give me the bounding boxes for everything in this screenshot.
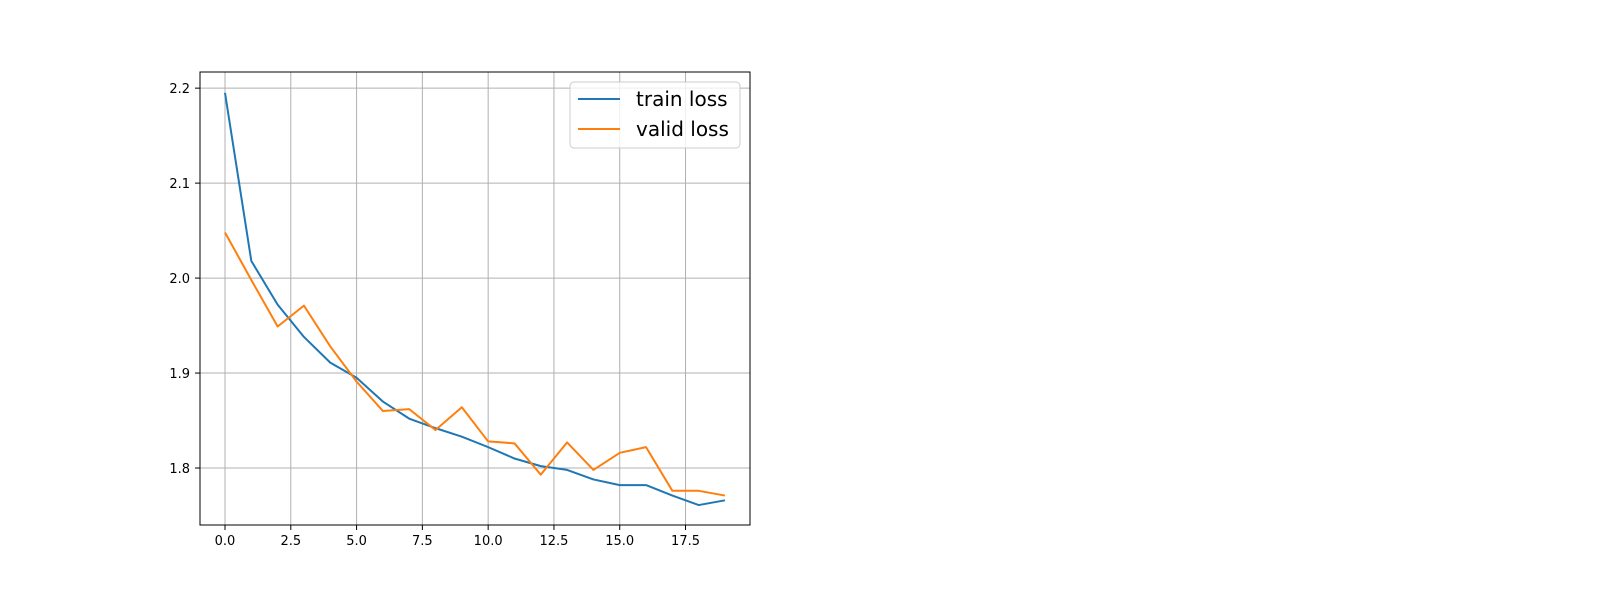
y-tick-label: 1.9: [169, 367, 190, 382]
y-tick-label: 1.8: [169, 462, 190, 477]
x-tick-label: 7.5: [412, 534, 433, 549]
y-tick-label: 2.1: [169, 177, 190, 192]
x-tick-label: 2.5: [280, 534, 301, 549]
x-tick-label: 12.5: [539, 534, 568, 549]
plot-area-frame: [199, 71, 751, 526]
y-tick-label: 2.0: [169, 272, 190, 287]
y-tick-label: 2.2: [169, 82, 190, 97]
legend: train loss valid loss: [569, 81, 741, 149]
series-line-valid-loss: [224, 232, 726, 497]
x-tick-label: 10.0: [474, 534, 503, 549]
series-lines: [224, 92, 726, 507]
x-tick-label: 0.0: [215, 534, 236, 549]
legend-label-valid-loss: valid loss: [636, 117, 729, 141]
x-tick-label: 17.5: [671, 534, 700, 549]
x-tick-label: 15.0: [605, 534, 634, 549]
x-tick-label: 5.0: [346, 534, 367, 549]
series-line-train-loss: [224, 92, 726, 507]
legend-label-train-loss: train loss: [636, 87, 728, 111]
axis-ticks: 0.0 2.5 5.0 7.5 10.0 12.5 15.0 17.5 1.8 1.9 2.0 2.1…: [169, 82, 700, 549]
